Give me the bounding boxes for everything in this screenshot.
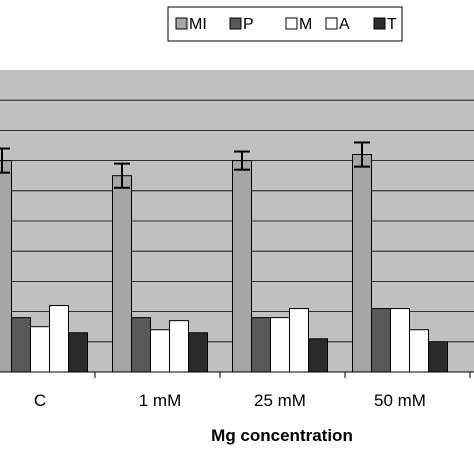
- bar-p-1: [131, 317, 151, 373]
- bar-t-3: [428, 341, 448, 373]
- bar-mi-1: [112, 175, 132, 373]
- x-tick-label: 50 mM: [374, 391, 426, 410]
- bar-a-3: [409, 329, 429, 373]
- x-tick-label: 1 mM: [139, 391, 182, 410]
- bar-m-0: [30, 326, 50, 373]
- legend-box: [167, 6, 403, 42]
- bar-a-1: [169, 320, 189, 373]
- error-bars: [0, 141, 370, 189]
- x-tick-marks: [94, 372, 471, 378]
- legend-label-t: T: [387, 16, 397, 33]
- bar-m-3: [390, 308, 410, 373]
- legend-swatch-t: [373, 17, 386, 30]
- bar-t-2: [308, 338, 328, 373]
- bar-a-0: [49, 305, 69, 373]
- x-tick-label: C: [34, 391, 46, 410]
- x-tick-label: 25 mM: [254, 391, 306, 410]
- legend-label-a: A: [339, 16, 350, 33]
- bar-a-2: [289, 308, 309, 373]
- bar-m-1: [150, 329, 170, 373]
- x-tick-labels: C 1 mM 25 mM 50 mM: [34, 391, 426, 410]
- bar-p-2: [251, 317, 271, 373]
- legend-label-m: M: [299, 16, 312, 33]
- legend-label-p: P: [243, 16, 254, 33]
- legend-swatch-m: [285, 17, 298, 30]
- bars: [0, 154, 448, 373]
- legend-label-mi: MI: [189, 16, 207, 33]
- bar-mi-3: [352, 154, 372, 373]
- bar-m-2: [270, 317, 290, 373]
- bar-p-3: [371, 308, 391, 373]
- legend: MI P M A T: [167, 6, 403, 42]
- bar-p-0: [11, 317, 31, 373]
- bar-t-0: [68, 332, 88, 373]
- bar-mi-2: [232, 160, 252, 373]
- bar-t-1: [188, 332, 208, 373]
- legend-swatch-p: [229, 17, 242, 30]
- bar-mi-0: [0, 160, 12, 373]
- x-axis-title: Mg concentration: [211, 426, 353, 445]
- legend-swatch-mi: [175, 17, 188, 30]
- legend-swatch-a: [325, 17, 338, 30]
